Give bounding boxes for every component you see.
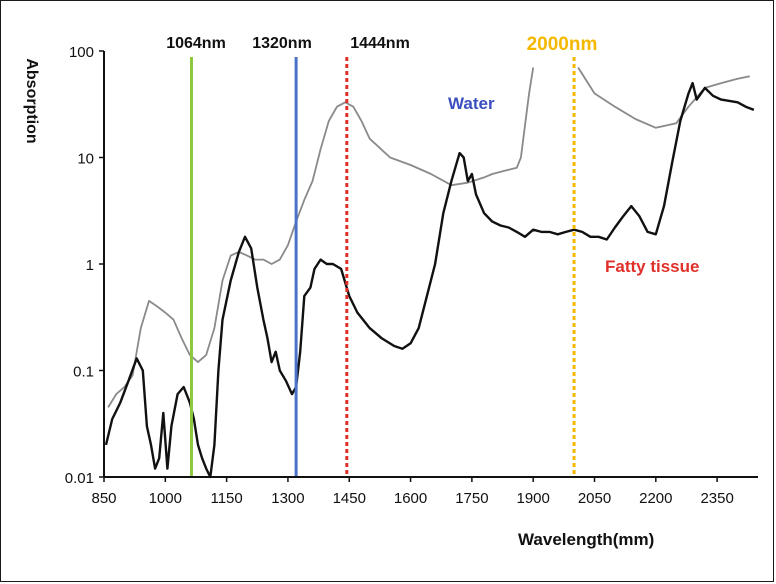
x-tick-label: 1300: [271, 490, 304, 507]
wavelength-label-1444: 1444nm: [350, 35, 410, 52]
x-axis-title: Wavelength(mm): [518, 530, 654, 549]
series-label-fatty-tissue: Fatty tissue: [605, 257, 699, 276]
wavelength-label-1320: 1320nm: [252, 35, 312, 52]
x-tick-label: 850: [91, 490, 116, 507]
y-tick-label: 1: [86, 257, 94, 274]
x-tick-label: 1600: [394, 490, 427, 507]
x-tick-label: 1000: [149, 490, 182, 507]
x-tick-label: 1750: [455, 490, 488, 507]
x-tick-label: 2350: [700, 490, 733, 507]
wavelength-label-2000: 2000nm: [527, 34, 598, 55]
y-tick-label: 10: [77, 151, 94, 168]
series-line-water-2: [577, 67, 750, 129]
y-tick-label: 100: [69, 44, 94, 61]
x-tick-label: 1150: [210, 490, 242, 507]
x-tick-label: 2050: [578, 490, 611, 507]
series-line-water-1: [107, 67, 535, 408]
series-line-fatty-tissue-1: [104, 81, 755, 479]
y-tick-label: 0.1: [73, 364, 94, 381]
x-tick-label: 1900: [517, 490, 550, 507]
y-tick-label: 0.01: [65, 470, 94, 487]
wavelength-label-1064: 1064nm: [166, 35, 226, 52]
x-tick-label: 2200: [639, 490, 672, 507]
series-label-water: Water: [448, 94, 495, 113]
y-axis-title: Absorption: [23, 58, 40, 143]
x-tick-label: 1450: [333, 490, 366, 507]
